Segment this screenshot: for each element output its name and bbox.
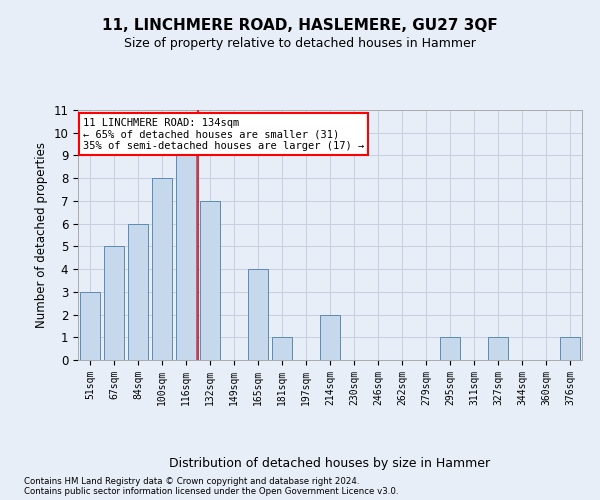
Text: 11, LINCHMERE ROAD, HASLEMERE, GU27 3QF: 11, LINCHMERE ROAD, HASLEMERE, GU27 3QF [102, 18, 498, 32]
Text: Size of property relative to detached houses in Hammer: Size of property relative to detached ho… [124, 38, 476, 51]
Bar [560, 338, 580, 360]
Text: Contains HM Land Registry data © Crown copyright and database right 2024.: Contains HM Land Registry data © Crown c… [24, 478, 359, 486]
Bar [440, 338, 460, 360]
Text: Contains public sector information licensed under the Open Government Licence v3: Contains public sector information licen… [24, 488, 398, 496]
Bar [80, 292, 100, 360]
Bar [176, 156, 196, 360]
Bar [320, 314, 340, 360]
Y-axis label: Number of detached properties: Number of detached properties [35, 142, 48, 328]
Text: Distribution of detached houses by size in Hammer: Distribution of detached houses by size … [169, 458, 491, 470]
Bar [248, 269, 268, 360]
Bar [272, 338, 292, 360]
Bar [104, 246, 124, 360]
Bar [200, 201, 220, 360]
Bar [152, 178, 172, 360]
Text: 11 LINCHMERE ROAD: 134sqm
← 65% of detached houses are smaller (31)
35% of semi-: 11 LINCHMERE ROAD: 134sqm ← 65% of detac… [83, 118, 364, 150]
Bar [128, 224, 148, 360]
Bar [488, 338, 508, 360]
